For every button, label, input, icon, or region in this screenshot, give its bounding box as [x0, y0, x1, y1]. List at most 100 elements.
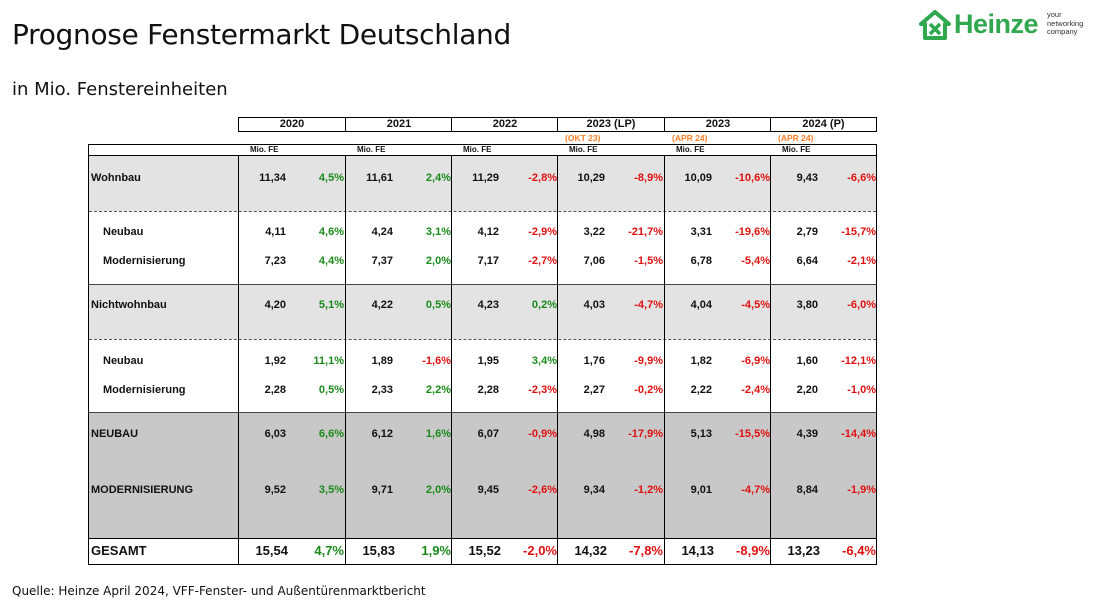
value-cell: 10,29: [577, 172, 605, 184]
change-percent-cell: 0,5%: [318, 384, 344, 396]
unit-label: Mio. FE: [463, 145, 492, 154]
value-cell: 5,13: [690, 428, 712, 440]
value-cell: 1,82: [690, 355, 712, 367]
change-percent-cell: 3,1%: [425, 226, 451, 238]
forecast-table: 2020 2021 2022 2023 (LP) (OKT 23) 2023 (APR 24…: [88, 117, 877, 565]
row-label: Modernisierung: [103, 255, 186, 267]
row-divider: [89, 339, 876, 340]
change-percent-cell: -2,6%: [528, 484, 557, 496]
change-percent-cell: 2,0%: [425, 484, 451, 496]
change-percent-cell: -2,1%: [847, 255, 876, 267]
value-cell: 4,12: [477, 226, 499, 238]
change-percent-cell: 1,6%: [425, 428, 451, 440]
change-percent-cell: -4,7%: [634, 299, 663, 311]
value-cell: 1,76: [583, 355, 605, 367]
change-percent-cell: -15,7%: [841, 226, 876, 238]
year-header: 2023 (LP): [557, 117, 664, 132]
value-cell: 10,09: [684, 172, 712, 184]
value-cell: 2,79: [796, 226, 818, 238]
value-cell: 9,71: [371, 484, 393, 496]
value-cell: 1,89: [371, 355, 393, 367]
year-header: 2024 (P): [770, 117, 877, 132]
value-cell: 9,34: [583, 484, 605, 496]
value-cell: 3,31: [690, 226, 712, 238]
value-cell: 9,01: [690, 484, 712, 496]
change-percent-cell: -21,7%: [628, 226, 663, 238]
change-percent-cell: 6,6%: [318, 428, 344, 440]
year-header: 2022: [451, 117, 558, 132]
row-divider: [89, 211, 876, 212]
value-cell: 3,80: [796, 299, 818, 311]
value-cell: 7,23: [264, 255, 286, 267]
value-cell: 3,22: [583, 226, 605, 238]
value-cell: 15,52: [468, 543, 501, 558]
row-band: [89, 211, 876, 284]
change-percent-cell: 2,2%: [425, 384, 451, 396]
change-percent-cell: 4,4%: [318, 255, 344, 267]
value-cell: 2,33: [371, 384, 393, 396]
table-row: GESAMT 15,54 4,7% 15,83 1,9% 15,52 -2,0% 14,32 -…: [89, 543, 876, 559]
change-percent-cell: 0,5%: [425, 299, 451, 311]
unit-label: Mio. FE: [250, 145, 279, 154]
table-row: Nichtwohnbau 4,20 5,1% 4,22 0,5% 4,23 0,2% 4,03…: [89, 297, 876, 313]
value-cell: 6,07: [477, 428, 499, 440]
value-cell: 2,28: [264, 384, 286, 396]
change-percent-cell: -2,4%: [741, 384, 770, 396]
logo-tagline: your networking company: [1047, 10, 1084, 36]
row-label: Wohnbau: [91, 172, 141, 184]
change-percent-cell: -1,9%: [847, 484, 876, 496]
change-percent-cell: 3,5%: [318, 484, 344, 496]
value-cell: 2,28: [477, 384, 499, 396]
row-label: NEUBAU: [91, 428, 139, 440]
forecast-date-note: (APR 24): [778, 133, 814, 143]
row-label: GESAMT: [91, 543, 147, 558]
change-percent-cell: 5,1%: [318, 299, 344, 311]
change-percent-cell: 2,4%: [425, 172, 451, 184]
value-cell: 6,03: [264, 428, 286, 440]
value-cell: 2,27: [583, 384, 605, 396]
forecast-date-note: (APR 24): [672, 133, 708, 143]
row-divider: [89, 412, 876, 413]
change-percent-cell: 3,4%: [531, 355, 557, 367]
change-percent-cell: -5,4%: [741, 255, 770, 267]
value-cell: 14,13: [681, 543, 714, 558]
value-cell: 4,98: [583, 428, 605, 440]
change-percent-cell: -1,0%: [847, 384, 876, 396]
row-label: Neubau: [103, 355, 144, 367]
table-row: Neubau 4,11 4,6% 4,24 3,1% 4,12 -2,9% 3,22 -21,7…: [89, 224, 876, 240]
row-band: [89, 538, 876, 564]
change-percent-cell: -12,1%: [841, 355, 876, 367]
row-band: [89, 412, 876, 538]
value-cell: 15,54: [255, 543, 288, 558]
heinze-logo: Heinze your networking company: [918, 8, 1090, 42]
table-row: Wohnbau 11,34 4,5% 11,61 2,4% 11,29 -2,8% 10,29…: [89, 170, 876, 186]
change-percent-cell: -4,5%: [741, 299, 770, 311]
value-cell: 13,23: [787, 543, 820, 558]
value-cell: 4,03: [583, 299, 605, 311]
column-divider: [770, 156, 771, 564]
year-header: 2021: [345, 117, 452, 132]
row-label: Nichtwohnbau: [91, 299, 167, 311]
value-cell: 15,83: [362, 543, 395, 558]
change-percent-cell: -8,9%: [634, 172, 663, 184]
value-cell: 6,64: [796, 255, 818, 267]
change-percent-cell: -15,5%: [735, 428, 770, 440]
unit-label: Mio. FE: [782, 145, 811, 154]
value-cell: 4,24: [371, 226, 393, 238]
change-percent-cell: -2,3%: [528, 384, 557, 396]
change-percent-cell: -6,6%: [847, 172, 876, 184]
change-percent-cell: -0,9%: [528, 428, 557, 440]
value-cell: 14,32: [574, 543, 607, 558]
table-row: NEUBAU 6,03 6,6% 6,12 1,6% 6,07 -0,9% 4,98 -17,9…: [89, 426, 876, 442]
value-cell: 6,12: [371, 428, 393, 440]
value-cell: 7,06: [583, 255, 605, 267]
page-subtitle: in Mio. Fenstereinheiten: [12, 79, 228, 100]
table-row: MODERNISIERUNG 9,52 3,5% 9,71 2,0% 9,45 -2,6% 9…: [89, 482, 876, 498]
value-cell: 2,22: [690, 384, 712, 396]
change-percent-cell: -2,0%: [523, 543, 557, 558]
value-cell: 8,84: [796, 484, 818, 496]
value-cell: 7,37: [371, 255, 393, 267]
value-cell: 2,20: [796, 384, 818, 396]
unit-label: Mio. FE: [357, 145, 386, 154]
value-cell: 4,11: [265, 226, 286, 238]
